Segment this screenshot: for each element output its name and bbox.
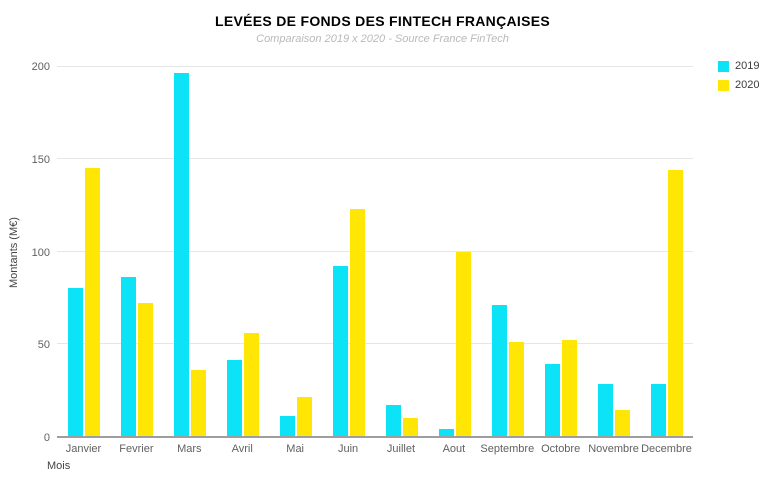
bar-2019-aout [438, 428, 454, 436]
bar-group-juillet [375, 67, 428, 436]
x-tick-label-decembre: Decembre [641, 443, 692, 455]
x-tick-label-juillet: Juillet [386, 443, 416, 455]
bar-group-juin [322, 67, 375, 436]
bar-2019-septembre [491, 305, 507, 436]
x-tick-label-mars: Mars [177, 443, 202, 455]
y-tick-label-200: 200 [31, 61, 50, 73]
plot-area [57, 66, 693, 438]
bar-2020-fevrier [137, 303, 153, 436]
gridline-100 [57, 250, 693, 252]
legend-label-2020: 2020 [735, 79, 760, 91]
bar-group-fevrier [110, 67, 163, 436]
y-tick-label-0: 0 [43, 432, 50, 444]
x-tick-label-mai: Mai [286, 443, 305, 455]
gridline-150 [57, 158, 693, 160]
bar-2020-septembre [508, 341, 524, 436]
bar-2019-avril [226, 360, 242, 436]
x-tick-label-septembre: Septembre [480, 443, 535, 455]
x-tick-label-fevrier: Fevrier [119, 443, 154, 455]
bar-2020-mai [296, 397, 312, 436]
gridline-50 [57, 342, 693, 344]
legend-swatch-2019 [718, 60, 729, 72]
chart-subtitle: Comparaison 2019 x 2020 - Source France … [256, 33, 509, 45]
x-axis-title: Mois [47, 460, 71, 472]
legend: 2019 2020 [718, 60, 759, 91]
chart-title: LEVÉES DE FONDS DES FINTECH FRANÇAISES [215, 13, 550, 29]
y-tick-label-50: 50 [37, 339, 50, 352]
bar-2019-octobre [544, 364, 560, 436]
bar-group-decembre [640, 67, 693, 436]
gridline-200 [57, 66, 693, 67]
bar-2020-avril [243, 332, 259, 436]
x-tick-label-avril: Avril [231, 443, 253, 455]
x-tick-label-octobre: Octobre [541, 443, 581, 455]
y-axis: 0 50 100 150 200 [0, 61, 50, 444]
bar-2019-decembre [650, 384, 666, 436]
bar-2019-novembre [597, 384, 613, 436]
bar-2019-janvier [67, 288, 83, 436]
bar-2020-janvier [84, 168, 100, 436]
bar-2020-octobre [561, 340, 577, 436]
bar-2019-fevrier [120, 277, 136, 436]
bar-group-mars [163, 67, 216, 436]
bar-2020-decembre [667, 170, 683, 436]
bar-2020-aout [455, 251, 471, 436]
bar-2019-juin [332, 266, 348, 436]
y-tick-label-150: 150 [31, 153, 50, 166]
x-axis: Janvier Fevrier Mars Avril Mai Juin Juillet Aou… [57, 443, 693, 455]
bar-group-septembre [481, 67, 534, 436]
legend-entry-2020: 2020 [718, 79, 759, 91]
bar-group-janvier [57, 67, 110, 436]
bar-2020-juillet [402, 417, 418, 436]
legend-swatch-2020 [718, 79, 729, 91]
bar-group-novembre [587, 67, 640, 436]
bar-group-avril [216, 67, 269, 436]
bar-2020-juin [349, 209, 365, 436]
bar-2019-juillet [385, 404, 401, 436]
x-tick-label-novembre: Novembre [588, 443, 639, 455]
bar-2019-mai [279, 415, 295, 436]
x-tick-label-aout: Aout [442, 443, 466, 455]
x-tick-label-janvier: Janvier [65, 443, 102, 455]
legend-entry-2019: 2019 [718, 60, 759, 72]
bar-2019-mars [173, 72, 189, 436]
bar-2020-novembre [614, 410, 630, 436]
legend-label-2019: 2019 [735, 60, 760, 72]
y-tick-label-100: 100 [31, 246, 50, 259]
x-tick-label-juin: Juin [337, 443, 359, 455]
bar-group-octobre [534, 67, 587, 436]
bar-2020-mars [190, 369, 206, 436]
bar-group-mai [269, 67, 322, 436]
bar-group-aout [428, 67, 481, 436]
